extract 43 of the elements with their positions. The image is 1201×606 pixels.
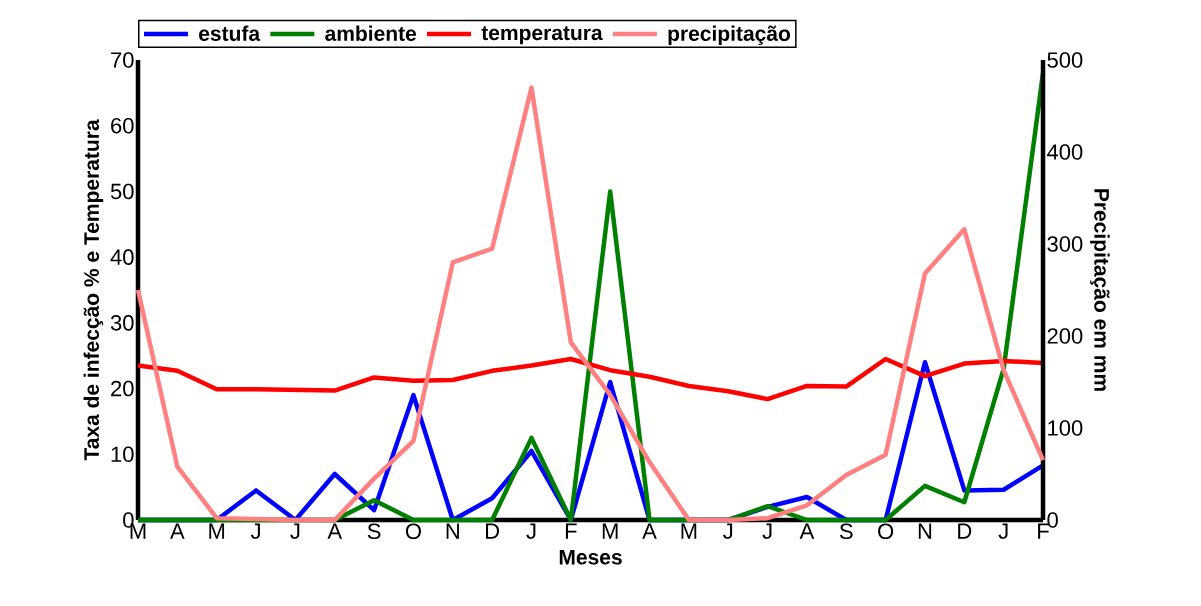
y2-tick-label: 100: [1048, 420, 1083, 436]
x-tick-label: A: [327, 523, 343, 539]
x-axis-title: Meses: [559, 549, 622, 565]
x-tick-label: J: [723, 523, 733, 539]
legend-label: estufa: [199, 25, 261, 41]
y-tick-label: 70: [111, 52, 134, 68]
x-tick-label: O: [878, 523, 894, 540]
x-tick-label: S: [367, 523, 381, 540]
y-tick-label: 10: [111, 446, 134, 463]
x-tick-label: M: [602, 523, 618, 539]
legend-label: ambiente: [325, 25, 417, 41]
x-tick-label: M: [681, 523, 697, 539]
x-tick-label: J: [526, 523, 536, 539]
y-tick-label: 20: [111, 380, 134, 397]
x-tick-label: D: [486, 523, 500, 539]
y2-tick-label: 500: [1047, 52, 1083, 68]
x-tick-label: J: [998, 523, 1008, 539]
x-tick-label: A: [170, 523, 185, 539]
y-tick-label: 40: [110, 249, 134, 265]
x-tick-label: F: [1038, 523, 1049, 539]
x-tick-label: M: [209, 523, 225, 539]
y2-tick-label: 0: [1047, 512, 1058, 528]
legend-label: temperatura: [481, 26, 603, 45]
y-tick-label: 60: [111, 117, 134, 134]
x-tick-label: J: [290, 523, 300, 539]
y2-tick-label: 300: [1047, 236, 1083, 252]
x-tick-label: J: [762, 523, 772, 539]
x-tick-label: O: [405, 523, 421, 540]
y-axis-title: Taxa de infecção % e Temperatura: [83, 119, 104, 461]
y2-axis-title: Precipitação em mm: [1090, 189, 1110, 391]
x-tick-label: N: [446, 523, 459, 539]
x-tick-label: F: [565, 523, 577, 539]
x-tick-label: J: [250, 523, 260, 539]
legend-label: precipitação: [668, 25, 790, 46]
y2-tick-label: 200: [1047, 328, 1083, 344]
x-tick-label: A: [799, 523, 815, 539]
x-tick-label: D: [958, 523, 972, 539]
y-tick-label: 30: [110, 315, 134, 331]
x-tick-label: A: [642, 523, 657, 539]
x-tick-label: N: [918, 523, 932, 539]
x-tick-label: S: [839, 523, 853, 540]
y2-tick-label: 400: [1047, 144, 1083, 160]
y-tick-label: 50: [110, 183, 134, 200]
